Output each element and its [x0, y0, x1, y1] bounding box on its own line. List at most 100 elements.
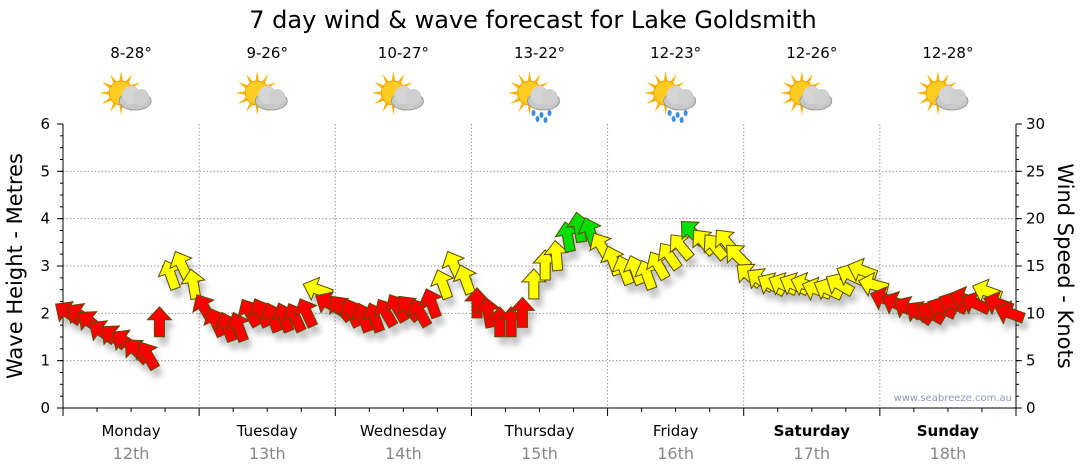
wind-arrow — [293, 298, 319, 329]
sun-ray — [646, 82, 657, 89]
cloud-puff — [269, 89, 286, 105]
sun-ray — [238, 97, 248, 104]
date-label: 18th — [930, 444, 967, 463]
sun-ray — [374, 97, 384, 104]
sun-ray — [518, 73, 526, 84]
cloud-puff — [813, 89, 830, 105]
date-label: 13th — [249, 444, 286, 463]
day-temp-range: 12-26° — [786, 44, 837, 62]
rain-icon — [507, 71, 560, 123]
watermark: www.seabreeze.com.au — [894, 393, 1012, 404]
day-temp-range: 8-28° — [110, 44, 152, 62]
sun-ray — [255, 71, 260, 82]
rain-drop — [543, 117, 548, 123]
sun-ray — [235, 91, 246, 95]
left-tick-label: 0 — [40, 399, 50, 417]
wind-arrow — [225, 311, 251, 344]
sun-ray — [391, 104, 396, 115]
sun-ray — [663, 104, 668, 115]
wind-arrow — [994, 300, 1026, 325]
right-tick-label: 10 — [1026, 304, 1045, 322]
day-label: Saturday — [774, 422, 851, 440]
right-axis-label: Wind Speed - Knots — [1053, 163, 1077, 368]
sun-ray — [643, 91, 654, 95]
rain-drop — [679, 117, 684, 123]
sun-ray — [527, 104, 532, 115]
partly-cloudy-icon — [235, 71, 288, 115]
sun-ray — [918, 97, 929, 104]
cloud-puff — [405, 89, 422, 105]
sun-ray — [654, 102, 662, 113]
sun-ray — [382, 102, 389, 113]
sun-ray — [936, 104, 940, 115]
left-tick-label: 1 — [40, 352, 50, 370]
cloud-puff — [133, 89, 150, 105]
rain-drop — [671, 116, 676, 122]
rain-drop — [531, 110, 536, 116]
left-axis-label: Wave Height - Metres — [3, 153, 27, 379]
day-temp-range: 12-28° — [922, 44, 973, 62]
rain-drop — [535, 116, 540, 122]
rain-drop — [683, 110, 688, 116]
day-label: Sunday — [917, 422, 980, 440]
sun-ray — [102, 82, 112, 89]
wind-arrow — [669, 234, 695, 262]
sun-ray — [926, 102, 934, 113]
cloud-puff — [677, 89, 694, 105]
sun-ray — [110, 73, 117, 84]
sun-ray — [799, 71, 804, 82]
day-temp-range: 12-23° — [650, 44, 701, 62]
sun-ray — [918, 82, 929, 89]
wind-arrow — [146, 306, 173, 338]
left-tick-label: 5 — [40, 162, 50, 180]
sun-ray — [125, 73, 133, 84]
right-tick-label: 20 — [1026, 210, 1045, 228]
sun-ray — [397, 73, 405, 84]
sun-ray — [915, 91, 927, 95]
right-tick-label: 5 — [1026, 352, 1036, 370]
sun-ray — [799, 104, 804, 115]
sun-ray — [646, 97, 657, 104]
axes: 0 1 2 3 4 5 6 0 5 10 15 20 25 30 Monday 12th Tuesday 13th… — [40, 115, 1045, 463]
date-label: 14th — [385, 444, 422, 463]
sun-ray — [119, 71, 123, 82]
cloud-puff — [949, 89, 966, 105]
right-tick-label: 15 — [1026, 257, 1045, 275]
sun-ray — [806, 73, 813, 84]
day-label: Monday — [101, 422, 160, 440]
sun-ray — [119, 104, 123, 115]
sun-ray — [533, 73, 541, 84]
sun-ray — [255, 104, 260, 115]
wind-arrow — [135, 341, 161, 372]
sun-ray — [518, 102, 526, 113]
day-label: Wednesday — [360, 422, 447, 440]
day-temp-range: 13-22° — [514, 44, 565, 62]
wind-arrow — [543, 239, 570, 272]
sun-ray — [510, 97, 521, 104]
sun-ray — [782, 82, 793, 89]
sun-ray — [790, 102, 798, 113]
partly-cloudy-icon — [915, 71, 969, 115]
sun-ray — [110, 102, 117, 113]
left-tick-label: 3 — [40, 257, 50, 275]
date-label: 15th — [521, 444, 558, 463]
day-label: Friday — [653, 422, 699, 440]
wind-arrow — [429, 269, 455, 301]
rain-icon — [643, 71, 697, 123]
sun-ray — [936, 71, 940, 82]
date-label: 12th — [113, 444, 150, 463]
sun-ray — [670, 73, 677, 84]
partly-cloudy-icon — [99, 71, 152, 115]
chart-title: 7 day wind & wave forecast for Lake Gold… — [249, 6, 817, 34]
right-tick-label: 0 — [1026, 399, 1036, 417]
day-label: Thursday — [504, 422, 575, 440]
cloud-puff — [541, 89, 558, 105]
left-tick-label: 6 — [40, 115, 50, 133]
sun-ray — [527, 71, 532, 82]
rain-drop — [667, 110, 672, 116]
sun-ray — [654, 73, 662, 84]
sun-ray — [371, 91, 382, 95]
date-label: 16th — [657, 444, 694, 463]
sun-ray — [507, 91, 518, 95]
